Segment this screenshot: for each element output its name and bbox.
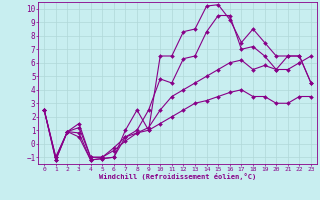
- X-axis label: Windchill (Refroidissement éolien,°C): Windchill (Refroidissement éolien,°C): [99, 173, 256, 180]
